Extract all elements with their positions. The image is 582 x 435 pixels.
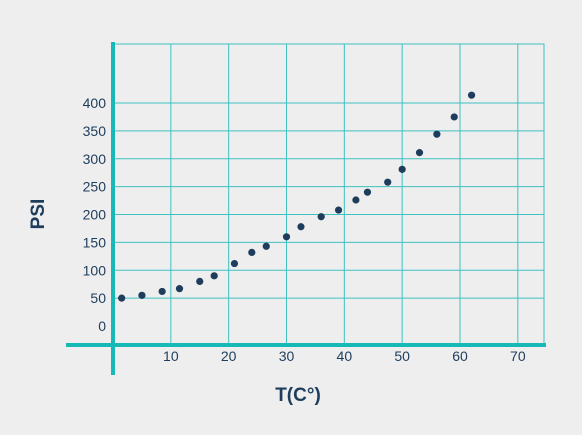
x-tick-label: 30 — [279, 348, 295, 364]
data-point — [158, 287, 166, 296]
x-tick-label: 70 — [510, 348, 526, 364]
y-axis-title: PSI — [28, 199, 49, 230]
y-tick-label: 150 — [83, 234, 107, 250]
data-point — [334, 206, 343, 214]
y-tick-label: 100 — [83, 262, 107, 278]
data-point — [297, 223, 305, 231]
x-tick-labels: 10 20 30 40 50 60 70 — [163, 348, 526, 364]
y-tick-label: 0 — [98, 318, 106, 334]
data-point — [352, 196, 360, 204]
y-tick-label: 50 — [90, 290, 106, 306]
data-point — [118, 294, 126, 302]
data-point — [467, 91, 476, 99]
data-point — [175, 285, 184, 293]
y-tick-label: 300 — [83, 151, 107, 167]
data-points — [118, 91, 476, 302]
y-tick-label: 200 — [83, 207, 107, 223]
x-tick-label: 60 — [452, 348, 468, 364]
data-point — [317, 213, 325, 221]
y-tick-labels: 0 50 100 150 200 250 300 350 400 — [83, 95, 107, 334]
data-point — [196, 277, 204, 285]
x-tick-label: 10 — [163, 348, 179, 364]
x-axis-title: T(C°) — [275, 385, 321, 406]
data-point — [210, 272, 218, 280]
data-point — [384, 178, 392, 186]
data-point — [415, 149, 424, 157]
data-point — [248, 248, 256, 257]
grid — [112, 43, 545, 346]
y-tick-label: 350 — [83, 123, 107, 139]
data-point — [433, 130, 441, 138]
data-point — [398, 165, 406, 173]
axes — [66, 42, 546, 375]
data-point — [262, 242, 270, 250]
data-point — [363, 188, 372, 196]
x-tick-label: 50 — [394, 348, 410, 364]
data-point — [230, 259, 239, 268]
x-tick-label: 40 — [337, 348, 353, 364]
y-tick-label: 400 — [83, 95, 107, 111]
data-point — [138, 291, 146, 299]
data-point — [282, 233, 291, 241]
data-point — [450, 113, 458, 121]
y-tick-label: 250 — [83, 179, 107, 195]
x-tick-label: 20 — [221, 348, 237, 364]
